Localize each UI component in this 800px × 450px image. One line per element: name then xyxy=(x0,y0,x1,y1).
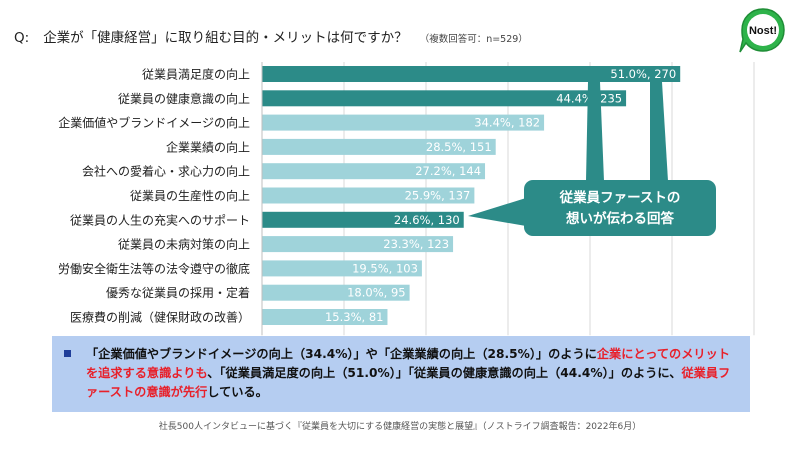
summary-segment: 、「従業員満足度の向上（51.0%）」「従業員の健康意識の向上（44.4%）」の… xyxy=(207,366,682,380)
category-label: 優秀な従業員の採用・定着 xyxy=(106,285,250,300)
category-label: 従業員の未病対策の向上 xyxy=(118,237,250,252)
bar xyxy=(262,211,464,228)
category-label: 従業員の生産性の向上 xyxy=(130,188,250,203)
callout-line-1: 従業員ファーストの xyxy=(559,189,681,206)
data-label: 15.3%, 81 xyxy=(325,310,383,324)
bar xyxy=(262,90,627,107)
callout-pointer xyxy=(468,198,526,226)
bar xyxy=(262,66,681,82)
data-label: 27.2%, 144 xyxy=(415,164,481,178)
callout-box xyxy=(524,180,716,236)
data-label: 51.0%, 270 xyxy=(610,67,676,81)
callout-pointer xyxy=(650,82,668,181)
category-label: 従業員満足度の向上 xyxy=(142,67,250,82)
category-label: 企業業績の向上 xyxy=(166,139,250,154)
callout-text-b: の xyxy=(667,190,681,206)
summary-bullet-icon xyxy=(64,350,71,357)
callout-text-a: 従業員ファースト xyxy=(559,189,667,206)
callout-pointer xyxy=(586,82,604,181)
summary-text: 「企業価値やブランドイメージの向上（34.4%）」や「企業業績の向上（28.5%… xyxy=(86,345,738,402)
summary-segment: 企業にとってのメリットを追求する意識よりも xyxy=(86,347,730,380)
bar xyxy=(262,260,422,277)
logo-text: Nost! xyxy=(749,25,777,37)
category-label: 労働安全衛生法等の法令遵守の徹底 xyxy=(58,261,250,276)
bar xyxy=(262,284,410,301)
question-text: 企業が「健康経営」に取り組む目的・メリットは何ですか？ xyxy=(43,30,408,46)
data-label: 18.0%, 95 xyxy=(347,286,405,300)
data-label: 19.5%, 103 xyxy=(352,261,418,275)
category-label: 従業員の人生の充実へのサポート xyxy=(70,212,250,227)
summary-box: 「企業価値やブランドイメージの向上（34.4%）」や「企業業績の向上（28.5%… xyxy=(52,336,750,412)
logo-inner-circle xyxy=(747,14,779,46)
bar xyxy=(262,114,545,131)
category-label: 会社への愛着心・求心力の向上 xyxy=(82,164,250,179)
bar xyxy=(262,163,486,180)
data-label: 34.4%, 182 xyxy=(474,116,540,130)
bar xyxy=(262,236,454,253)
callout-line-2: 想いが伝わる回答 xyxy=(565,210,674,227)
summary-segment: 「企業価値やブランドイメージの向上（34.4%）」や「企業業績の向上（28.5%… xyxy=(86,347,597,361)
bar xyxy=(262,138,496,155)
question-title: Q: 企業が「健康経営」に取り組む目的・メリットは何ですか？ （複数回答可：n=52… xyxy=(14,26,528,46)
category-label: 企業価値やブランドイメージの向上 xyxy=(58,115,250,130)
question-label: Q: xyxy=(14,30,30,46)
data-label: 23.3%, 123 xyxy=(383,237,449,251)
nost-logo: Nost! xyxy=(739,8,785,53)
category-label: 従業員の健康意識の向上 xyxy=(118,91,250,106)
bar xyxy=(262,187,475,204)
summary-segment: 従業員ファーストの意識が先行 xyxy=(86,366,731,399)
footnote: 社長500人インタビューに基づく『従業員を大切にする健康経営の実態と展望』（ノス… xyxy=(158,422,642,432)
summary-segment: している。 xyxy=(207,385,268,399)
bar xyxy=(262,309,388,325)
data-label: 25.9%, 137 xyxy=(405,189,471,203)
question-note: （複数回答可：n=529） xyxy=(419,34,528,45)
data-label: 28.5%, 151 xyxy=(426,140,492,154)
category-label: 医療費の削減（健保財政の改善） xyxy=(70,310,250,325)
data-label: 24.6%, 130 xyxy=(394,213,460,227)
